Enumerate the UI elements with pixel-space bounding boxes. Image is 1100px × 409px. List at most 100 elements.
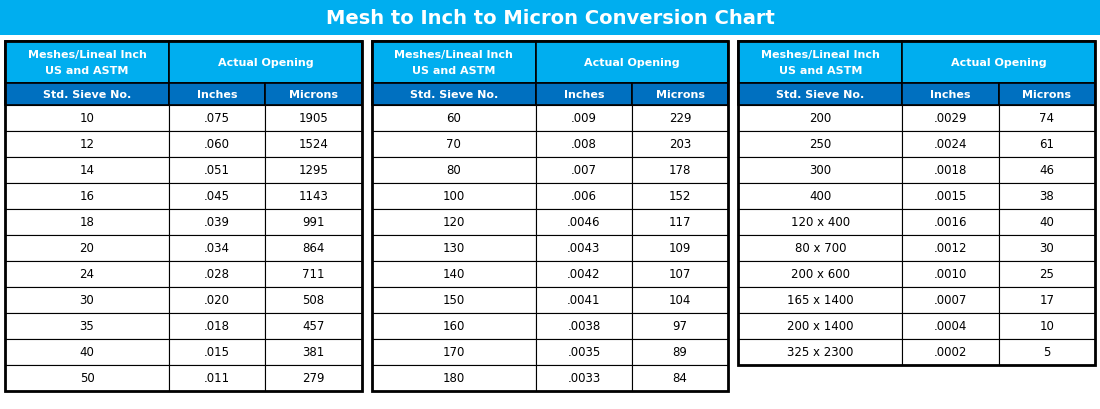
Text: .0038: .0038 [568, 320, 601, 333]
Bar [372, 106, 536, 132]
Text: .045: .045 [205, 190, 230, 203]
Text: Inches: Inches [931, 90, 971, 100]
Text: .0004: .0004 [934, 320, 967, 333]
Text: Actual Opening: Actual Opening [950, 58, 1046, 68]
Bar [169, 209, 265, 236]
Text: 12: 12 [79, 138, 95, 151]
Text: .051: .051 [205, 164, 230, 177]
Text: .0041: .0041 [568, 294, 601, 307]
Text: .008: .008 [571, 138, 597, 151]
Text: 200 x 600: 200 x 600 [791, 268, 850, 281]
Bar [372, 84, 536, 106]
Text: US and ASTM: US and ASTM [412, 66, 495, 76]
Text: 61: 61 [1040, 138, 1055, 151]
Bar [265, 84, 362, 106]
Text: .0043: .0043 [568, 242, 601, 255]
Text: 991: 991 [302, 216, 324, 229]
Text: 24: 24 [79, 268, 95, 281]
Text: 40: 40 [79, 346, 95, 359]
Text: .0042: .0042 [568, 268, 601, 281]
Text: 203: 203 [669, 138, 691, 151]
Text: .0016: .0016 [934, 216, 967, 229]
Bar [738, 184, 902, 209]
Text: .009: .009 [571, 112, 597, 125]
Bar [6, 209, 169, 236]
Text: 89: 89 [673, 346, 688, 359]
Bar [265, 132, 362, 157]
Text: .0029: .0029 [934, 112, 967, 125]
Text: 120: 120 [442, 216, 465, 229]
Bar [169, 42, 362, 84]
Text: 80 x 700: 80 x 700 [794, 242, 846, 255]
Text: .0035: .0035 [568, 346, 601, 359]
Text: 107: 107 [669, 268, 692, 281]
Bar [265, 261, 362, 287]
Text: .0002: .0002 [934, 346, 967, 359]
Text: Meshes/Lineal Inch: Meshes/Lineal Inch [28, 50, 146, 60]
Bar [536, 261, 632, 287]
Bar [536, 313, 632, 339]
Text: 381: 381 [302, 346, 324, 359]
Text: 10: 10 [79, 112, 95, 125]
Bar [738, 287, 902, 313]
Bar [6, 365, 169, 391]
Bar [536, 106, 632, 132]
Text: 60: 60 [447, 112, 461, 125]
Bar [169, 236, 265, 261]
Text: 100: 100 [442, 190, 465, 203]
Bar [372, 287, 536, 313]
Bar [902, 209, 999, 236]
Text: Inches: Inches [197, 90, 238, 100]
Text: 120 x 400: 120 x 400 [791, 216, 850, 229]
Bar [536, 365, 632, 391]
Text: 50: 50 [79, 372, 95, 384]
Bar [265, 287, 362, 313]
Bar [372, 313, 536, 339]
Text: .034: .034 [205, 242, 230, 255]
Bar [632, 287, 728, 313]
Text: Microns: Microns [289, 90, 338, 100]
Bar [902, 157, 999, 184]
Bar [169, 157, 265, 184]
Bar [632, 184, 728, 209]
Bar [632, 157, 728, 184]
Text: 200: 200 [810, 112, 832, 125]
Bar [372, 157, 536, 184]
Text: 80: 80 [447, 164, 461, 177]
Bar [265, 339, 362, 365]
Text: 508: 508 [302, 294, 324, 307]
Text: .0018: .0018 [934, 164, 967, 177]
Text: Actual Opening: Actual Opening [218, 58, 314, 68]
Text: 30: 30 [1040, 242, 1054, 255]
Bar [536, 42, 728, 84]
Text: 5: 5 [1043, 346, 1050, 359]
Bar [738, 84, 902, 106]
Text: 30: 30 [79, 294, 95, 307]
Bar [265, 184, 362, 209]
Bar [902, 42, 1094, 84]
Bar [632, 132, 728, 157]
Bar [372, 42, 536, 84]
Bar [372, 365, 536, 391]
Text: 25: 25 [1040, 268, 1054, 281]
Text: 10: 10 [1040, 320, 1054, 333]
Bar [632, 106, 728, 132]
Bar [6, 42, 169, 84]
Bar [372, 42, 728, 391]
Text: 864: 864 [302, 242, 324, 255]
Bar [169, 84, 265, 106]
Bar [999, 313, 1094, 339]
Bar [738, 339, 902, 365]
Bar [902, 287, 999, 313]
Text: 165 x 1400: 165 x 1400 [788, 294, 854, 307]
Text: .0010: .0010 [934, 268, 967, 281]
Text: 70: 70 [447, 138, 461, 151]
Bar [372, 209, 536, 236]
Bar [632, 365, 728, 391]
Bar [536, 209, 632, 236]
Text: 140: 140 [442, 268, 465, 281]
Text: 200 x 1400: 200 x 1400 [788, 320, 854, 333]
Bar [902, 236, 999, 261]
Bar [999, 157, 1094, 184]
Text: 130: 130 [442, 242, 465, 255]
